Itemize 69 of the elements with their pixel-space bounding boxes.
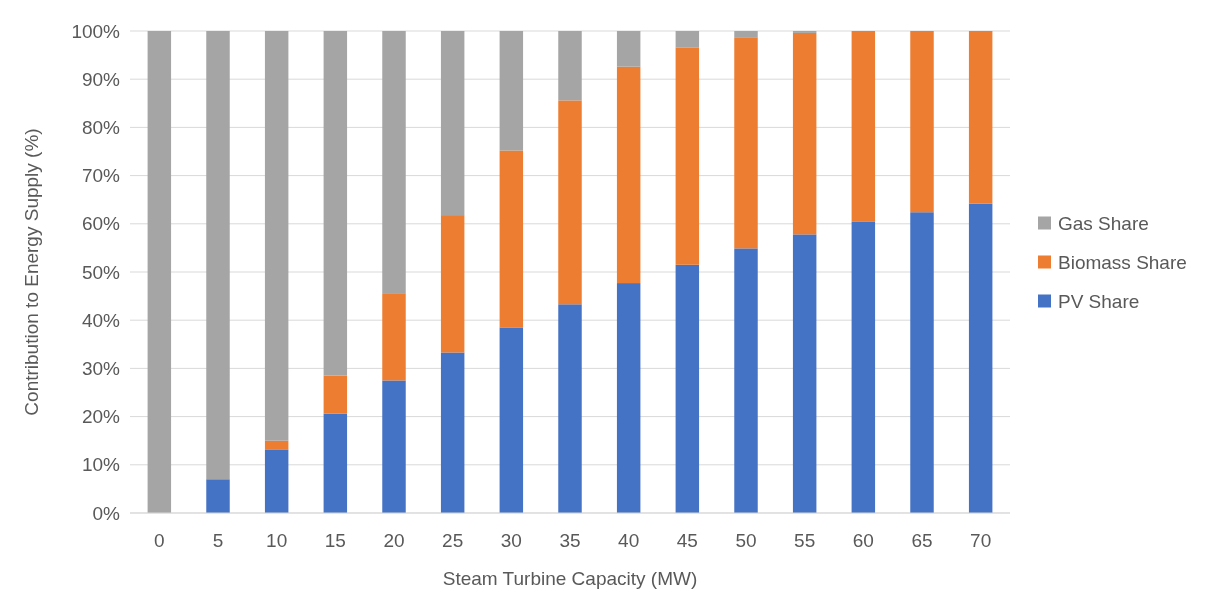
bar — [616, 31, 641, 67]
y-tick-label: 40% — [81, 309, 121, 331]
bar — [499, 327, 524, 513]
bar — [910, 31, 934, 213]
bar — [675, 264, 700, 513]
y-tick-label: 50% — [81, 261, 121, 283]
x-tick-label: 20 — [383, 530, 405, 551]
x-tick-label: 55 — [794, 530, 816, 551]
bar — [968, 203, 993, 513]
y-tick-label: 20% — [81, 406, 121, 428]
x-axis-title: Steam Turbine Capacity (MW) — [442, 568, 698, 589]
bar — [206, 479, 230, 513]
x-tick-label: 30 — [500, 530, 522, 551]
bar — [264, 449, 289, 513]
y-tick-label: 90% — [81, 68, 121, 90]
legend-label: PV Share — [1058, 291, 1140, 313]
y-tick-label: 30% — [81, 358, 121, 380]
bar — [558, 31, 582, 101]
bar — [792, 234, 817, 513]
bar — [968, 31, 993, 204]
bar — [499, 150, 524, 328]
bar — [147, 31, 172, 513]
y-tick-label: 100% — [71, 20, 121, 42]
bar — [558, 100, 582, 305]
bar — [264, 440, 289, 450]
bar — [382, 293, 406, 381]
bar — [382, 380, 406, 513]
x-tick-label: 35 — [559, 530, 581, 551]
x-tick-label: 25 — [442, 530, 464, 551]
bar — [616, 283, 641, 513]
bar — [734, 37, 758, 249]
y-tick-label: 70% — [81, 165, 121, 187]
x-tick-label: 45 — [676, 530, 698, 551]
y-axis-title: Contribution to Energy Supply (%) — [21, 128, 42, 416]
bar — [323, 31, 348, 376]
y-tick-label: 10% — [81, 454, 121, 476]
legend-label: Gas Share — [1058, 213, 1149, 235]
bar — [616, 66, 641, 284]
bar — [734, 248, 758, 513]
bar — [558, 304, 582, 513]
x-tick-label: 0 — [154, 530, 165, 551]
y-tick-label: 0% — [92, 502, 121, 524]
x-tick-label: 60 — [852, 530, 874, 551]
bar — [792, 32, 817, 235]
bar — [323, 375, 348, 414]
bar — [851, 31, 876, 222]
bar — [910, 212, 934, 513]
x-tick-label: 65 — [911, 530, 933, 551]
bar — [323, 413, 348, 513]
x-tick-label: 70 — [970, 530, 992, 551]
bar — [440, 215, 465, 353]
bar — [382, 31, 406, 294]
bar — [499, 31, 524, 151]
bar — [440, 352, 465, 513]
x-tick-label: 40 — [618, 530, 640, 551]
x-tick-label: 10 — [266, 530, 288, 551]
bar — [440, 31, 465, 216]
legend-label: Biomass Share — [1058, 252, 1187, 274]
x-tick-label: 15 — [324, 530, 346, 551]
x-tick-label: 5 — [212, 530, 224, 551]
bar — [264, 31, 289, 441]
y-tick-label: 80% — [81, 117, 121, 139]
bar — [851, 221, 876, 513]
x-tick-label: 50 — [735, 530, 757, 551]
bar — [675, 31, 700, 48]
bar — [206, 31, 230, 480]
bar — [675, 47, 700, 265]
y-tick-label: 60% — [81, 213, 121, 235]
bar — [734, 31, 758, 38]
